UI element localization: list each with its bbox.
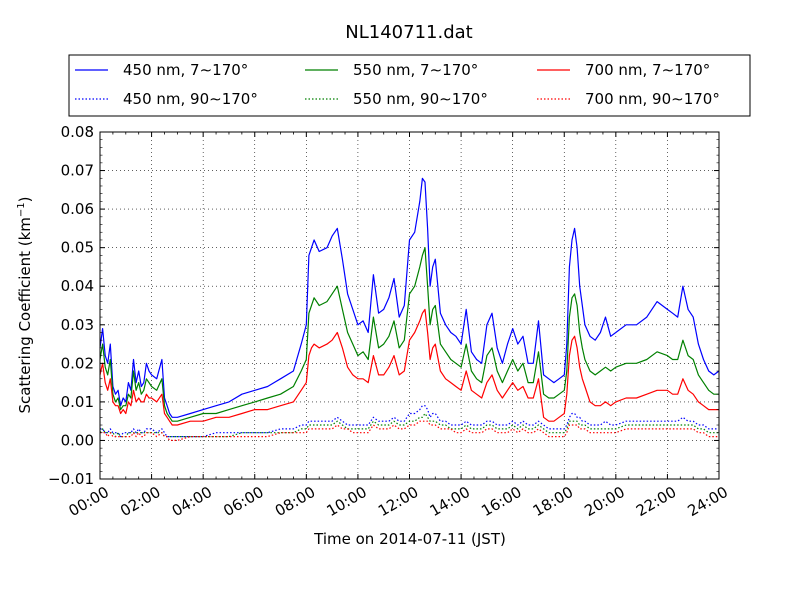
series-line-2 [99, 247, 719, 422]
y-tick-label: 0.00 [61, 431, 94, 449]
y-axis-label: Scattering Coefficient (km−1) [16, 196, 34, 413]
y-tick-label: −0.01 [48, 470, 94, 488]
y-tick-label: 0.01 [61, 393, 94, 411]
series-line-1 [99, 177, 720, 418]
y-tick-label: 0.03 [61, 316, 94, 334]
y-tick-labels: −0.01 0.00 0.01 0.02 0.03 0.04 0.05 0.06 0.07 0.0… [48, 123, 94, 488]
legend-frame [68, 54, 751, 117]
legend-label: 700 nm, 7∼170° [585, 61, 710, 79]
legend-label: 700 nm, 90∼170° [585, 90, 720, 108]
chart-title: NL140711.dat [345, 22, 472, 43]
legend-label: 450 nm, 90∼170° [123, 90, 258, 108]
y-tick-label: 0.08 [61, 123, 94, 141]
y-axis-label-main: Scattering Coefficient (km [16, 217, 34, 413]
y-tick-label: 0.06 [61, 200, 94, 218]
y-tick-label: 0.07 [61, 162, 94, 180]
series-line-3 [99, 308, 719, 426]
x-axis-label: Time on 2014-07-11 (JST) [313, 530, 506, 548]
series-line-4 [100, 405, 719, 438]
legend-label: 450 nm, 7∼170° [123, 61, 248, 79]
y-tick-label: 0.04 [61, 277, 94, 295]
legend-label: 550 nm, 7∼170° [353, 61, 478, 79]
y-axis-label-end: ) [16, 196, 34, 202]
legend: 450 nm, 7∼170° 550 nm, 7∼170° 700 nm, 7∼17… [68, 54, 751, 117]
legend-label: 550 nm, 90∼170° [353, 90, 488, 108]
axis-ticks [99, 131, 720, 480]
series-line-6 [100, 420, 719, 441]
y-axis-label-sup: −1 [16, 202, 27, 217]
series-layer [99, 177, 720, 441]
y-tick-label: 0.02 [61, 354, 94, 372]
y-tick-label: 0.05 [61, 239, 94, 257]
